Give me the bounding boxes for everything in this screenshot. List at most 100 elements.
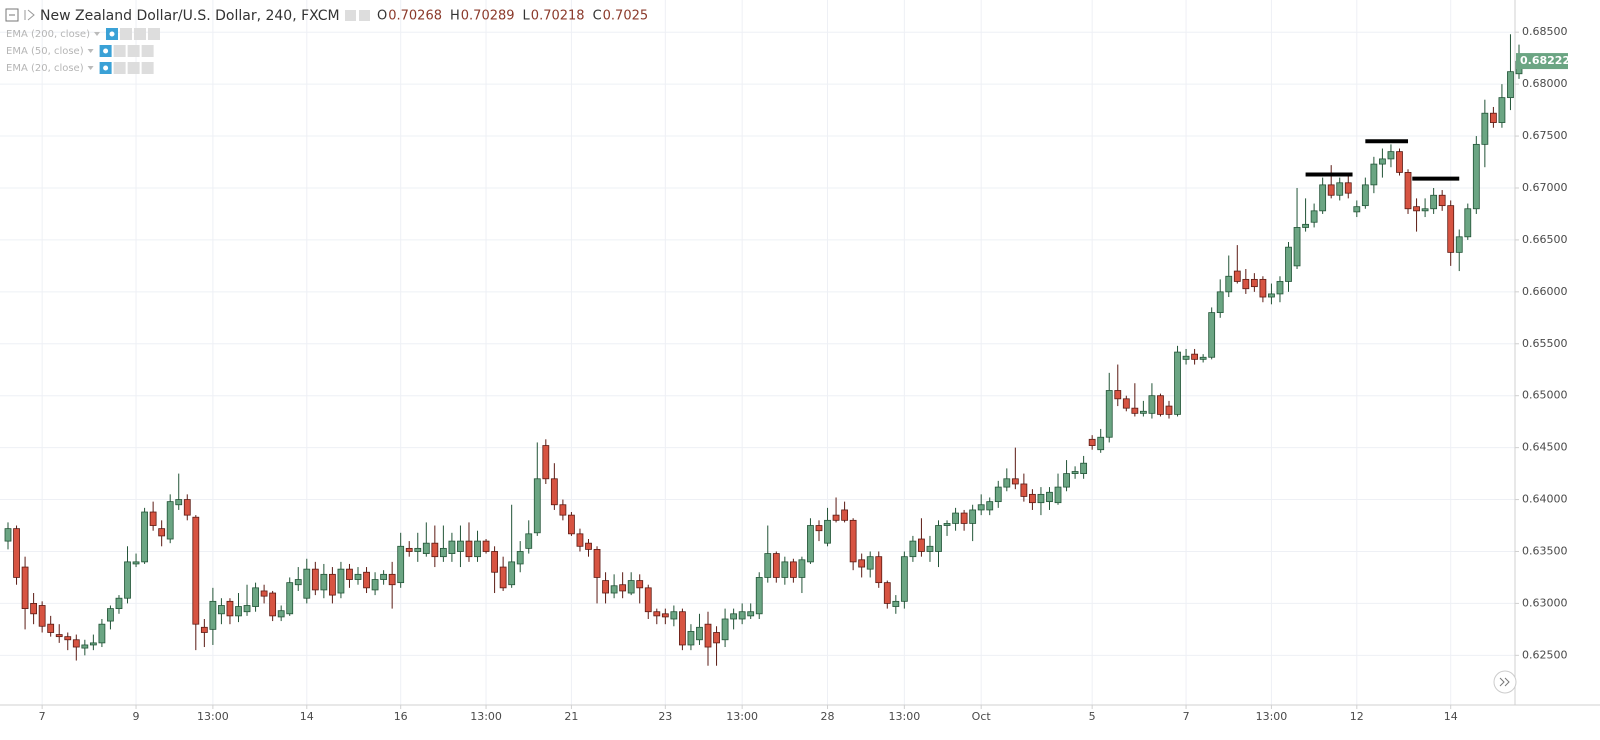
candle-body [1302,223,1309,228]
candle-body [508,561,516,586]
y-tick-label: 0.63500 [1522,544,1568,557]
candle-body [1455,236,1463,253]
symbol-icon [24,9,35,21]
settings-icon[interactable] [345,10,356,21]
candle-body [772,553,780,578]
candle-body [764,553,772,578]
candle-body [670,611,678,620]
candle-body [439,547,447,558]
y-tick-label: 0.66000 [1522,285,1568,298]
x-tick-label: 9 [133,710,140,723]
candle-body [619,584,627,592]
candle-body [1464,208,1472,238]
candle-body [81,644,89,649]
candle-body [64,636,72,641]
x-tick-label: 28 [821,710,835,723]
candle-body [1344,182,1352,194]
candle-body [568,514,575,535]
remove-button[interactable] [141,62,154,74]
candle-body [1114,390,1122,400]
candle-body [602,580,609,594]
candle-body [422,542,430,554]
candle-body [465,540,473,558]
collapse-icon[interactable] [5,8,19,22]
candle-body [1242,278,1250,290]
settings-icon[interactable] [359,10,370,21]
candle-body [1276,281,1284,295]
candle-body [243,605,251,613]
candle-body [1097,436,1105,451]
candle-body [132,561,140,565]
ohlc-value: 0.70268 [388,9,442,24]
y-tick-label: 0.64500 [1522,441,1568,454]
remove-button[interactable] [147,28,160,40]
last-price-box [1516,53,1568,70]
candle-body [337,568,345,594]
candle-body [89,642,97,646]
y-tick-label: 0.64000 [1522,493,1568,506]
candle-body [1379,158,1386,165]
candle-body [909,540,917,558]
candle-body [354,573,362,580]
scroll-button[interactable] [1493,670,1517,694]
candle-body [1148,395,1156,414]
candle-body [166,501,174,540]
candle-body [1481,112,1489,145]
y-tick-label: 0.68500 [1522,25,1568,38]
candle-body [397,545,405,584]
add-button[interactable] [127,62,140,74]
settings-button[interactable] [113,62,126,74]
candle-body [38,605,46,627]
candle-body [47,623,55,633]
visibility-icon [109,31,115,37]
x-tick-label: 13:00 [1256,710,1288,723]
candle-body [1293,227,1301,267]
candle-body [4,528,12,542]
header: New Zealand Dollar/U.S. Dollar, 240, FXC… [5,8,648,24]
ohlc-value: 0.70218 [531,9,585,24]
chart-title: New Zealand Dollar/U.S. Dollar, 240, FXC… [40,8,340,24]
candle-body [218,605,225,615]
scroll-button[interactable] [1493,670,1517,694]
candle-body [414,547,422,552]
candle-body [98,623,106,644]
candle-body [516,551,524,565]
candle-body [363,571,370,589]
candle-body [926,545,934,552]
ohlc-key: L [523,9,531,24]
candle-body [1139,410,1147,414]
x-tick-label: 12 [1350,710,1364,723]
candle-body [832,514,840,521]
candle-body [977,504,985,511]
candle-body [55,634,63,638]
candle-body [346,568,353,580]
candle-body [1003,478,1011,488]
candle-body [661,613,669,618]
candle-body [371,579,379,591]
candle-body [1353,206,1361,213]
x-tick-label: Oct [972,710,992,723]
candle-body [1336,182,1344,196]
x-tick-label: 13:00 [889,710,921,723]
ohlc-legend: O 0.70268 H 0.70289 L 0.70218 C 0.7025 [377,9,648,24]
candle-body [1029,493,1036,504]
y-tick-label: 0.66500 [1522,233,1568,246]
indicator-menu [93,32,100,36]
indicator-list: EMA (200, close) EMA (50, close) EMA (20, … [6,28,160,74]
settings-button[interactable] [113,45,126,57]
x-tick-label: 7 [1183,710,1190,723]
candle-body [1430,194,1438,210]
remove-button[interactable] [141,45,154,57]
add-button[interactable] [127,45,140,57]
settings-button[interactable] [119,28,132,40]
candle-body [1071,471,1079,474]
candle-body [730,613,738,620]
candle-body [13,528,20,578]
add-button[interactable] [133,28,146,40]
candle-body [866,556,874,570]
candle-body [755,577,763,615]
candle-body [644,587,652,613]
x-tick-label: 5 [1089,710,1096,723]
ohlc-key: O [377,9,387,24]
x-tick-label: 14 [1444,710,1458,723]
